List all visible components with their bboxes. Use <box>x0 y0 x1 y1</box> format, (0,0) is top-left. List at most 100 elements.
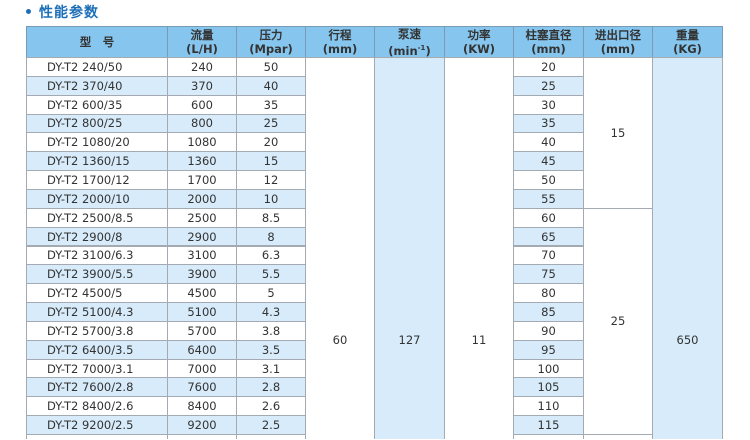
flow-cell: 4500 <box>167 283 237 304</box>
header-label: 压力 <box>259 28 283 42</box>
pressure-cell: 8 <box>236 226 306 247</box>
flow-cell: 5700 <box>167 320 237 341</box>
port-diameter-cell <box>583 434 653 439</box>
column-header: 重量 (KG) <box>652 26 723 58</box>
plunger-diameter-cell: 35 <box>513 113 584 134</box>
stroke-cell: 60 <box>305 57 375 439</box>
port-diameter-cell: 15 <box>583 57 653 209</box>
pressure-cell: 6.3 <box>236 245 306 266</box>
column-header: 柱塞直径 (mm) <box>513 26 584 58</box>
pressure-cell: 10 <box>236 188 306 209</box>
header-label: 柱塞直径 <box>525 28 572 42</box>
model-cell: DY-T2 9200/2.5 <box>26 415 168 435</box>
plunger-diameter-cell: 100 <box>513 358 584 379</box>
header-label: 行程 <box>328 28 352 42</box>
header-unit: (mm) <box>322 42 358 56</box>
plunger-diameter-cell: 95 <box>513 339 584 360</box>
weight-cell: 650 <box>652 57 723 439</box>
pressure-cell: 50 <box>236 57 306 77</box>
model-cell: DY-T2 3900/5.5 <box>26 264 168 285</box>
plunger-diameter-cell: 20 <box>513 57 584 77</box>
plunger-diameter-cell: 85 <box>513 302 584 322</box>
pressure-cell: 3.1 <box>236 358 306 379</box>
flow-cell: 1700 <box>167 170 237 190</box>
flow-cell: 6400 <box>167 339 237 360</box>
plunger-diameter-cell: 110 <box>513 396 584 417</box>
flow-cell: 3900 <box>167 264 237 285</box>
header-unit: (KG) <box>673 42 702 56</box>
header-unit: (Mpar) <box>249 42 293 56</box>
model-cell: DY-T2 4500/5 <box>26 283 168 304</box>
section-title-text: 性能参数 <box>39 5 99 21</box>
partial-row-cell <box>167 434 237 439</box>
bullet-icon <box>26 8 31 14</box>
model-cell: DY-T2 1080/20 <box>26 132 168 153</box>
model-cell: DY-T2 1700/12 <box>26 170 168 190</box>
model-cell: DY-T2 7600/2.8 <box>26 377 168 398</box>
pressure-cell: 15 <box>236 151 306 172</box>
column-header: 型 号 <box>26 26 168 58</box>
pressure-cell: 3.8 <box>236 320 306 341</box>
flow-cell: 9200 <box>167 415 237 435</box>
flow-cell: 600 <box>167 94 237 115</box>
pressure-cell: 2.5 <box>236 415 306 435</box>
flow-cell: 240 <box>167 57 237 77</box>
header-unit: (mm) <box>600 42 636 56</box>
header-label: 重量 <box>676 28 699 42</box>
partial-row-cell <box>26 434 168 439</box>
column-header: 压力 (Mpar) <box>236 26 306 58</box>
model-cell: DY-T2 6400/3.5 <box>26 339 168 360</box>
pump-speed-cell: 127 <box>374 57 445 439</box>
pressure-cell: 40 <box>236 75 306 96</box>
model-cell: DY-T2 2900/8 <box>26 226 168 247</box>
header-unit: (min-1) <box>388 43 431 58</box>
pressure-cell: 5.5 <box>236 264 306 285</box>
plunger-diameter-cell: 80 <box>513 283 584 304</box>
plunger-diameter-cell: 25 <box>513 75 584 96</box>
column-header: 功率 (KW) <box>444 26 514 58</box>
flow-cell: 7600 <box>167 377 237 398</box>
plunger-diameter-cell: 60 <box>513 207 584 228</box>
header-label: 进出口径 <box>595 28 641 42</box>
flow-cell: 2900 <box>167 226 237 247</box>
plunger-diameter-cell: 105 <box>513 377 584 398</box>
section-title: 性能参数 <box>26 2 99 22</box>
plunger-diameter-cell: 70 <box>513 245 584 266</box>
power-cell: 11 <box>444 57 514 439</box>
pressure-cell: 25 <box>236 113 306 134</box>
plunger-diameter-cell: 45 <box>513 151 584 172</box>
model-cell: DY-T2 2000/10 <box>26 188 168 209</box>
plunger-diameter-cell: 50 <box>513 170 584 190</box>
model-cell: DY-T2 800/25 <box>26 113 168 134</box>
flow-cell: 8400 <box>167 396 237 417</box>
plunger-diameter-cell: 65 <box>513 226 584 247</box>
model-cell: DY-T2 5700/3.8 <box>26 320 168 341</box>
model-cell: DY-T2 8400/2.6 <box>26 396 168 417</box>
header-label: 泵速 <box>398 26 421 41</box>
pressure-cell: 8.5 <box>236 207 306 228</box>
header-label: 型 号 <box>79 35 115 49</box>
model-cell: DY-T2 2500/8.5 <box>26 207 168 228</box>
pressure-cell: 2.8 <box>236 377 306 398</box>
column-header: 泵速 (min-1) <box>374 26 445 58</box>
model-cell: DY-T2 240/50 <box>26 57 168 77</box>
flow-cell: 2000 <box>167 188 237 209</box>
pressure-cell: 4.3 <box>236 302 306 322</box>
column-header: 流量 (L/H) <box>167 26 237 58</box>
flow-cell: 3100 <box>167 245 237 266</box>
pressure-cell: 12 <box>236 170 306 190</box>
flow-cell: 800 <box>167 113 237 134</box>
flow-cell: 370 <box>167 75 237 96</box>
plunger-diameter-cell: 40 <box>513 132 584 153</box>
model-cell: DY-T2 370/40 <box>26 75 168 96</box>
column-header: 行程 (mm) <box>305 26 375 58</box>
pressure-cell: 5 <box>236 283 306 304</box>
header-unit: (KW) <box>462 42 496 56</box>
flow-cell: 5100 <box>167 302 237 322</box>
flow-cell: 7000 <box>167 358 237 379</box>
pressure-cell: 2.6 <box>236 396 306 417</box>
model-cell: DY-T2 7000/3.1 <box>26 358 168 379</box>
model-cell: DY-T2 5100/4.3 <box>26 302 168 322</box>
pressure-cell: 35 <box>236 94 306 115</box>
